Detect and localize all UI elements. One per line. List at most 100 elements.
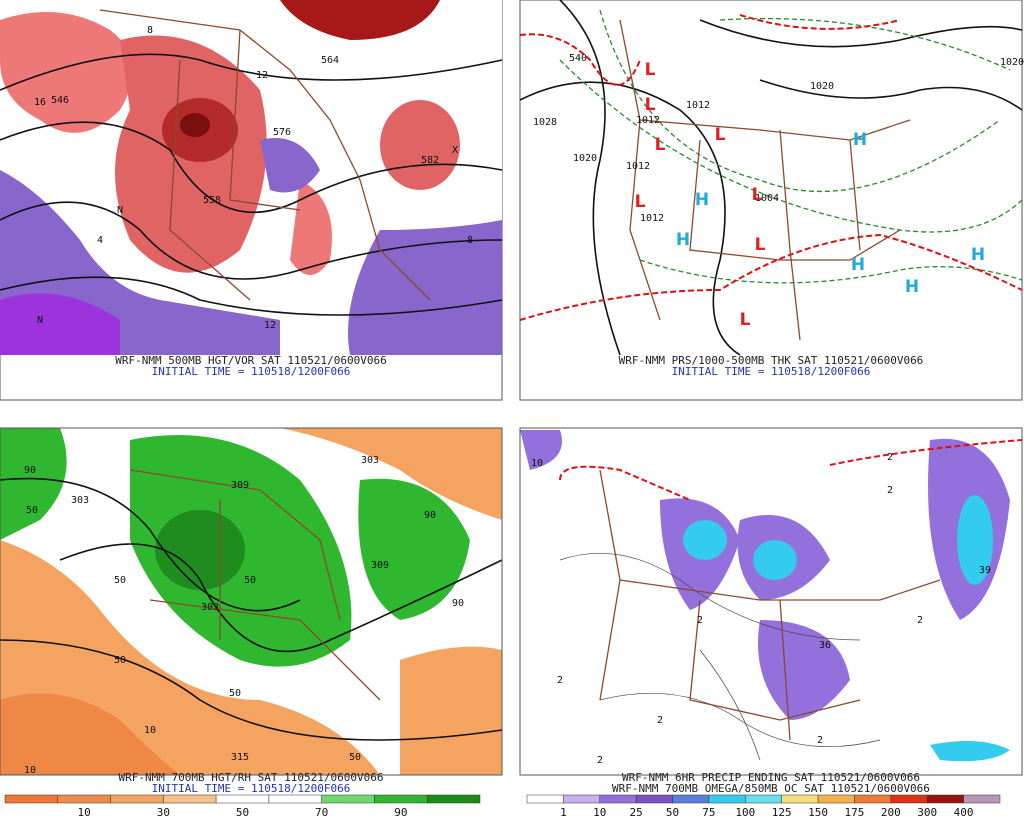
contour-label: 36 (819, 640, 831, 651)
low-pressure: L (715, 125, 726, 145)
contour-label: 12 (264, 320, 276, 331)
caption: WRF-NMM 6HR PRECIP ENDING SAT 110521/060… (622, 771, 920, 784)
contour-label: 90 (424, 510, 436, 521)
contour-label: 1028 (533, 117, 557, 128)
colorbar-swatch (963, 794, 1001, 804)
low-pressure: L (752, 185, 763, 205)
high-pressure: H (851, 255, 865, 275)
colorbar-label: 90 (394, 806, 407, 819)
colorbar-swatch (926, 794, 964, 804)
colorbar-swatch (110, 794, 164, 804)
colorbar-swatch (635, 794, 673, 804)
low-pressure: L (645, 95, 656, 115)
panel-pressure-thickness (519, 0, 1023, 401)
contour-label: N (117, 205, 123, 216)
panel-precip-omega (520, 428, 1023, 775)
contour-label: 1004 (755, 193, 779, 204)
caption: WRF-NMM 700MB OMEGA/850MB OC SAT 110521/… (612, 782, 930, 795)
colorbar-label: 100 (735, 806, 755, 819)
contour-label: 1012 (686, 100, 710, 111)
contour-label: 8 (467, 235, 473, 246)
contour-label: 1012 (640, 213, 664, 224)
contour-label: 303 (361, 455, 379, 466)
contour-label: 309 (231, 480, 249, 491)
contour-label: 2 (817, 735, 823, 746)
contour-label: 546 (51, 95, 69, 106)
contour-label: 50 (244, 575, 256, 586)
contour-label: X (452, 145, 458, 156)
colorbar-label: 50 (666, 806, 679, 819)
colorbar-label: 50 (236, 806, 249, 819)
colorbar-swatch (781, 794, 819, 804)
colorbar-swatch (672, 794, 710, 804)
colorbar-label: 125 (772, 806, 792, 819)
contour-label: 303 (201, 602, 219, 613)
contour-label: 1020 (573, 153, 597, 164)
contour-label: 8 (147, 25, 153, 36)
contour-label: 1020 (1000, 57, 1024, 68)
panel-500mb-vorticity (0, 0, 503, 401)
colorbar-swatch (817, 794, 855, 804)
high-pressure: H (695, 190, 709, 210)
contour-label: 39 (979, 565, 991, 576)
contour-label: 315 (231, 752, 249, 763)
contour-label: 50 (349, 752, 361, 763)
colorbar-swatch (426, 794, 481, 804)
contour-label: N (37, 315, 43, 326)
caption: WRF-NMM 500MB HGT/VOR SAT 110521/0600V06… (115, 354, 387, 367)
low-pressure: L (740, 310, 751, 330)
colorbar-label: 150 (808, 806, 828, 819)
colorbar-swatch (268, 794, 322, 804)
low-pressure: L (755, 235, 766, 255)
caption: INITIAL TIME = 110518/1200F066 (672, 365, 871, 378)
contour-label: 12 (256, 70, 268, 81)
colorbar-label: 175 (845, 806, 865, 819)
colorbar: 10 30 50 70 90 (4, 794, 481, 819)
low-pressure: L (655, 135, 666, 155)
contour-label: 2 (557, 675, 563, 686)
contour-label: 50 (114, 575, 126, 586)
contour-label: 2 (657, 715, 663, 726)
contour-label: 10 (531, 458, 543, 469)
colorbar-label: 75 (702, 806, 715, 819)
contour-label: 10 (144, 725, 156, 736)
high-pressure: H (853, 130, 867, 150)
contour-label: 50 (229, 688, 241, 699)
colorbar-label: 10 (593, 806, 606, 819)
contour-label: 1012 (626, 161, 650, 172)
colorbar-swatch (708, 794, 746, 804)
colorbar-swatch (745, 794, 782, 804)
colorbar-swatch (57, 794, 111, 804)
contour-label: 2 (697, 615, 703, 626)
colorbar-label: 70 (315, 806, 328, 819)
colorbar-swatch (526, 794, 564, 804)
contour-label: 564 (321, 55, 339, 66)
panel-700mb-rh (0, 428, 503, 775)
colorbar-swatch (890, 794, 928, 804)
contour-label: 90 (24, 465, 36, 476)
low-pressure: L (635, 192, 646, 212)
contour-label: 4 (97, 235, 103, 246)
contour-label: 50 (26, 505, 38, 516)
caption: INITIAL TIME = 110518/1200F066 (152, 782, 351, 795)
colorbar-label: 10 (78, 806, 91, 819)
colorbar-swatch (374, 794, 428, 804)
contour-label: 1020 (810, 81, 834, 92)
colorbar-swatch (215, 794, 270, 804)
contour-label: 582 (421, 155, 439, 166)
colorbar-swatch (854, 794, 892, 804)
high-pressure: H (971, 245, 985, 265)
colorbar-swatch (599, 794, 637, 804)
colorbar-label: 30 (157, 806, 170, 819)
contour-label: 90 (452, 598, 464, 609)
contour-label: 303 (71, 495, 89, 506)
colorbar-label: 1 (560, 806, 567, 819)
caption: WRF-NMM 700MB HGT/RH SAT 110521/0600V066 (119, 771, 384, 784)
contour-label: 2 (887, 452, 893, 463)
caption: INITIAL TIME = 110518/1200F066 (152, 365, 351, 378)
colorbar-label: 200 (881, 806, 901, 819)
contour-label: 16 (34, 97, 46, 108)
colorbar-label: 25 (630, 806, 643, 819)
high-pressure: H (905, 277, 919, 297)
contour-label: 540 (569, 53, 587, 64)
